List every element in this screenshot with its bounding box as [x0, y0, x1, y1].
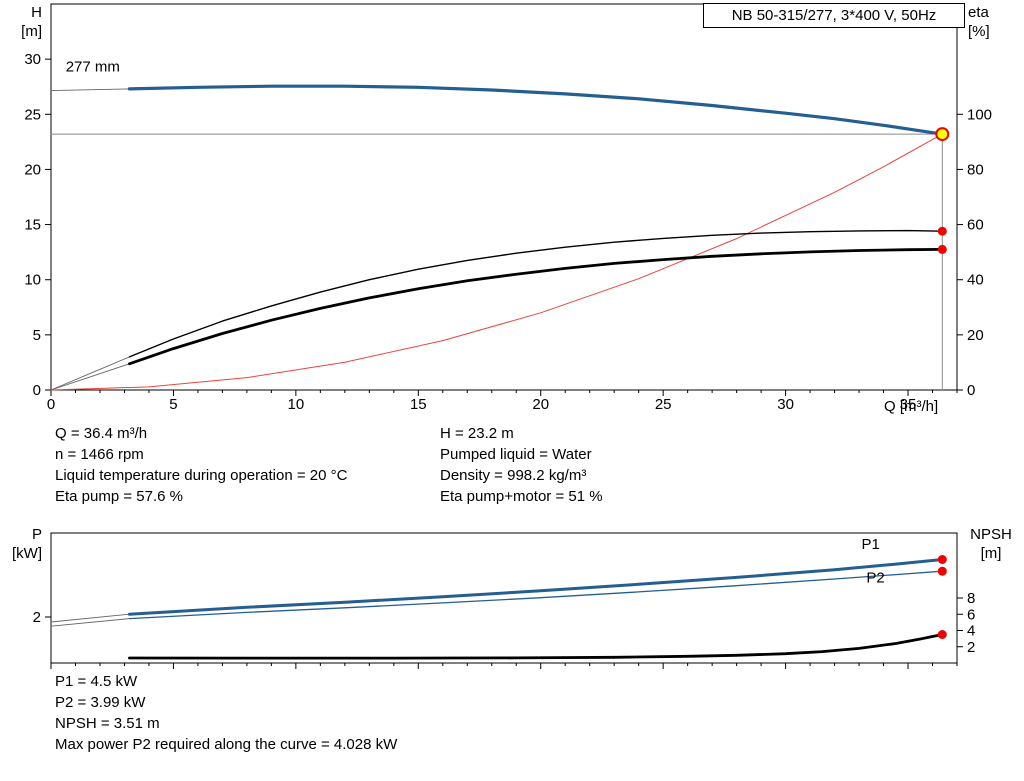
x-tick-label: 25 [655, 396, 672, 413]
p2-label: P2 [866, 570, 884, 587]
npsh-axis-name: NPSH [970, 526, 1012, 543]
x-tick-label: 20 [532, 396, 549, 413]
info-line-q: Q = 36.4 m³/h [55, 425, 148, 442]
info-line-npsh: NPSH = 3.51 m [55, 715, 160, 732]
x-tick-label: 30 [777, 396, 794, 413]
qh-chart-frame [50, 3, 958, 391]
p-axis-unit: [kW] [12, 545, 42, 562]
eta-axis-label: eta [%] [968, 3, 1020, 41]
h-axis-name: H [31, 4, 42, 21]
eta-pump-point [937, 226, 947, 236]
eta-pump-motor-curve [128, 248, 944, 366]
npsh-curve [128, 633, 944, 660]
p1-lead [50, 613, 130, 623]
eta-pump-curve [128, 229, 943, 358]
y-right-tick-label: 4 [967, 623, 975, 640]
duty-point [935, 127, 950, 142]
p2-lead [50, 618, 130, 627]
eta-axis-unit: [%] [968, 23, 990, 40]
eta-axis-name: eta [968, 4, 989, 21]
p2-curve [128, 570, 943, 620]
info-line-liquid-temp: Liquid temperature during operation = 20… [55, 467, 348, 484]
p-axis-name: P [31, 526, 42, 543]
p1-curve [127, 558, 944, 616]
x-tick-label: 15 [410, 396, 427, 413]
info-line-p2: P2 = 3.99 kW [55, 694, 146, 711]
y-right-tick-label: 20 [967, 327, 984, 344]
duty-info-left: Q = 36.4 m³/h n = 1466 rpm Liquid temper… [55, 423, 347, 507]
p1-label: P1 [862, 536, 880, 553]
y-right-tick-label: 2 [967, 639, 975, 656]
duty-info-right: H = 23.2 m Pumped liquid = Water Density… [440, 423, 603, 507]
info-line-p1: P1 = 4.5 kW [55, 673, 138, 690]
npsh-point [937, 630, 947, 639]
eta-pump-motor-point [937, 244, 947, 254]
pump-model-title: NB 50-315/277, 3*400 V, 50Hz [703, 3, 965, 28]
y-right-tick-label: 0 [967, 382, 975, 399]
npsh-axis-unit: [m] [980, 545, 1002, 562]
y-right-tick-label: 80 [967, 161, 984, 178]
info-line-pumped-liquid: Pumped liquid = Water [440, 446, 592, 463]
y-left-tick-label: 0 [33, 382, 41, 399]
y-right-tick-label: 60 [967, 217, 984, 234]
impeller-label: 277 mm [66, 58, 120, 75]
x-tick-label: 10 [288, 396, 305, 413]
npsh-axis-label: NPSH [m] [962, 525, 1020, 563]
h-axis-unit: [m] [21, 23, 42, 40]
info-line-density: Density = 998.2 kg/m³ [440, 467, 587, 484]
power-info: P1 = 4.5 kW P2 = 3.99 kW NPSH = 3.51 m M… [55, 671, 397, 755]
x-tick-label: 5 [169, 396, 177, 413]
y-right-tick-label: 100 [967, 106, 992, 123]
q-axis-label: Q [m³/h] [884, 398, 939, 415]
info-line-eta-pump-motor: Eta pump+motor = 51 % [440, 488, 603, 505]
info-line-eta-pump: Eta pump = 57.6 % [55, 488, 183, 505]
y-right-tick-label: 40 [967, 272, 984, 289]
h-axis-label: H [m] [6, 3, 42, 41]
power-npsh-chart-frame [50, 532, 958, 664]
info-line-n: n = 1466 rpm [55, 446, 144, 463]
y-left-tick-label: 30 [24, 51, 41, 68]
info-line-h: H = 23.2 m [440, 425, 514, 442]
x-tick-label: 35 [900, 396, 917, 413]
y-left-tick-label: 10 [24, 272, 41, 289]
y-left-tick-label: 15 [24, 217, 41, 234]
p1-point [937, 555, 947, 564]
y-left-tick-label: 25 [24, 106, 41, 123]
p2-point [937, 566, 947, 576]
system-curve [50, 133, 943, 391]
y-left-tick-label: 20 [24, 161, 41, 178]
eta-pump-motor-lead [50, 363, 130, 391]
y-right-tick-label: 6 [967, 606, 975, 623]
x-tick-label: 0 [47, 396, 55, 413]
pump-curve-lead [50, 88, 130, 92]
eta-pump-lead [50, 356, 130, 391]
y-right-tick-label: 8 [967, 590, 975, 607]
info-line-max-power: Max power P2 required along the curve = … [55, 736, 398, 753]
pump-curve-277mm [127, 84, 944, 136]
y-left-tick-label: 2 [33, 609, 41, 626]
y-left-tick-label: 5 [33, 327, 41, 344]
p-axis-label: P [kW] [6, 525, 42, 563]
